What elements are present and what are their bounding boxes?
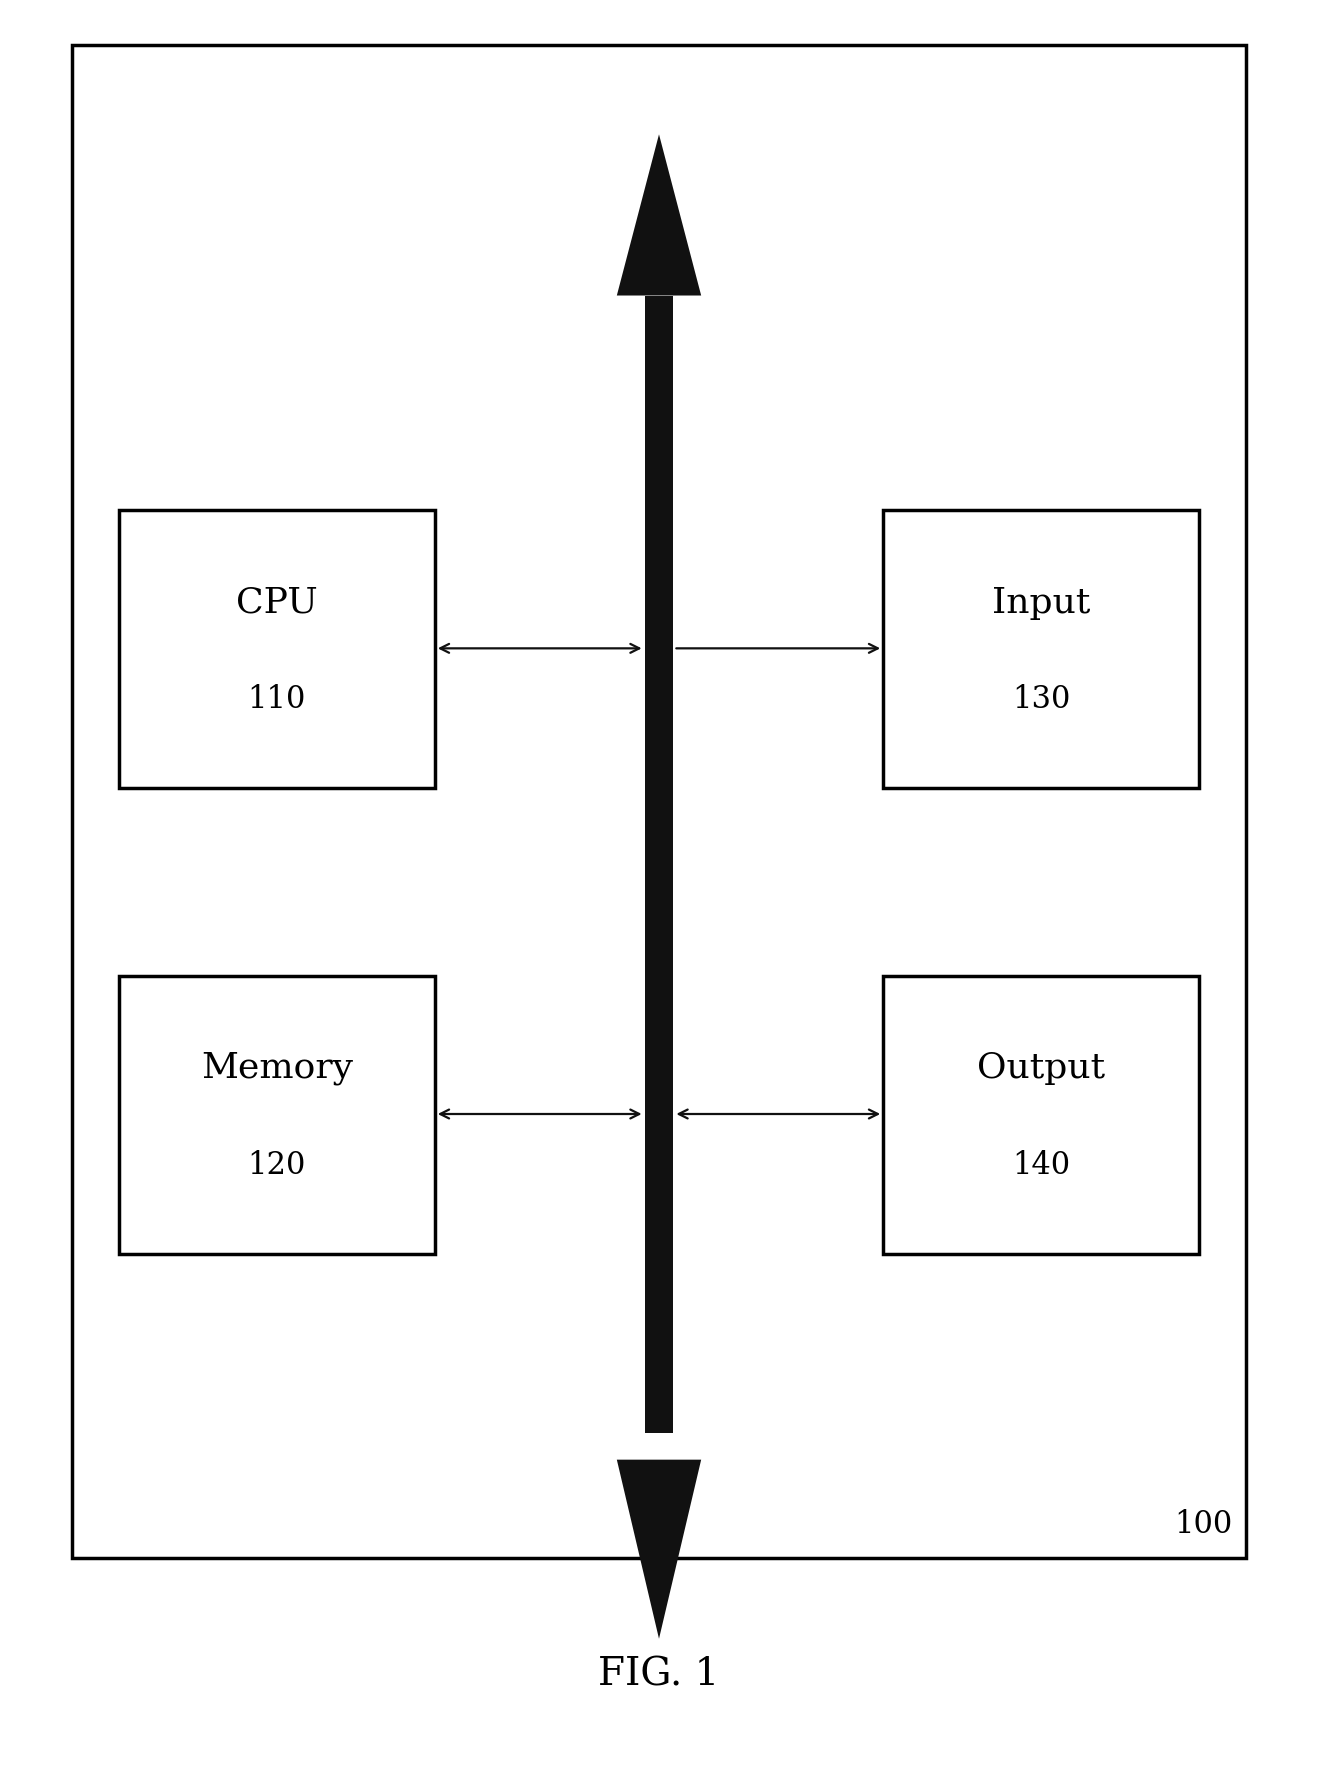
Bar	[883, 976, 1199, 1254]
Text: Output: Output	[977, 1051, 1106, 1085]
Text: 130: 130	[1012, 684, 1070, 715]
Text: CPU: CPU	[236, 586, 318, 620]
Bar	[119, 510, 435, 788]
Text: Memory: Memory	[200, 1051, 353, 1085]
Text: Input: Input	[992, 586, 1090, 620]
Text: 140: 140	[1012, 1150, 1070, 1180]
Polygon shape	[617, 134, 701, 296]
Bar	[883, 510, 1199, 788]
Bar	[645, 296, 673, 1433]
Bar	[72, 45, 1246, 1558]
Polygon shape	[617, 1460, 701, 1639]
Text: FIG. 1: FIG. 1	[598, 1657, 720, 1692]
Text: 120: 120	[248, 1150, 306, 1180]
Text: 100: 100	[1174, 1510, 1232, 1540]
Text: 110: 110	[248, 684, 306, 715]
Bar	[119, 976, 435, 1254]
